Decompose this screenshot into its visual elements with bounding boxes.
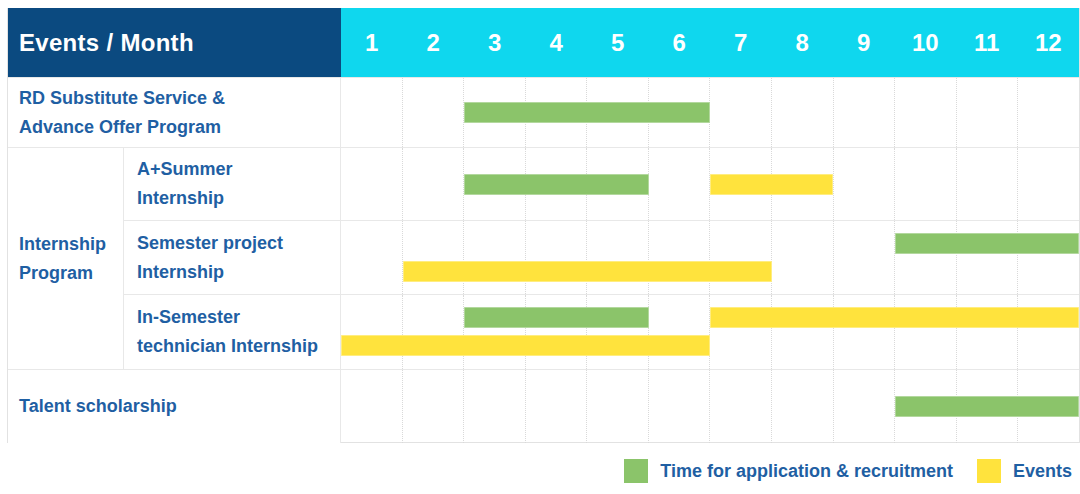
group-label-internship-program: InternshipProgram [8,147,124,369]
application-swatch-icon [624,459,648,483]
row-label-line: technician Internship [137,332,340,361]
month-header-4: 4 [526,8,588,77]
month-gridline [894,148,956,220]
month-gridline [525,221,587,294]
month-header-5: 5 [587,8,649,77]
month-gridline [771,370,833,443]
month-gridline [402,221,464,294]
month-gridline [341,370,402,443]
month-gridline [956,221,1018,294]
events-bar [403,261,772,282]
month-gridline [833,148,895,220]
row-label-line: Talent scholarship [19,392,340,421]
row-label-line: Advance Offer Program [19,113,340,142]
month-header-2: 2 [403,8,465,77]
row-label-talent-scholarship: Talent scholarship [8,369,341,443]
legend-item-application: Time for application & recruitment [624,459,953,483]
month-header-9: 9 [833,8,895,77]
application-bar [895,233,1080,254]
month-gridline [648,370,710,443]
month-gridline [402,78,464,147]
month-gridline [525,370,587,443]
month-header-3: 3 [464,8,526,77]
events-bar [341,335,710,356]
month-gridline [771,221,833,294]
month-gridline [709,78,771,147]
events-bar [710,174,833,195]
month-gridline [894,221,956,294]
month-gridline [833,370,895,443]
row-label-line: A+Summer [137,155,340,184]
month-gridlines [341,78,1079,147]
events-bar [710,307,1079,328]
month-header-1: 1 [341,8,403,77]
corner-header-cell: Events / Month [8,8,341,77]
month-gridline [341,295,402,369]
month-gridline [586,221,648,294]
legend-item-events: Events [977,459,1072,483]
month-gridline [586,370,648,443]
chart-row-a-summer-internship [341,147,1079,220]
application-bar [464,102,710,123]
month-gridline [1017,78,1079,147]
legend-label-events: Events [1013,461,1072,482]
month-gridline [956,148,1018,220]
month-gridline [648,295,710,369]
month-gridline [341,148,402,220]
month-header-7: 7 [710,8,772,77]
application-bar [464,307,649,328]
chart-row-semester-project-internship [341,220,1079,294]
row-label-rd-substitute-service: RD Substitute Service &Advance Offer Pro… [8,77,341,147]
month-gridline [833,78,895,147]
month-gridline [341,78,402,147]
month-gridline [402,295,464,369]
legend-label-application: Time for application & recruitment [660,461,953,482]
row-label-line: Internship [137,184,340,213]
month-gridline [648,148,710,220]
month-gridline [709,221,771,294]
month-header-10: 10 [895,8,957,77]
month-gridlines [341,221,1079,294]
application-bar [895,396,1080,417]
month-gridline [894,78,956,147]
month-gridline [463,370,525,443]
row-label-line: Semester project [137,229,340,258]
row-label-line: Internship [137,258,340,287]
group-label-line: Internship [19,230,123,259]
row-label-in-semester-technician-internship: In-Semestertechnician Internship [124,294,341,369]
group-label-line: Program [19,259,123,288]
month-gridline [341,221,402,294]
month-header-8: 8 [772,8,834,77]
chart-row-in-semester-technician-internship [341,294,1079,369]
gantt-table: Events / Month 123456789101112Internship… [7,8,1080,443]
month-header-12: 12 [1018,8,1080,77]
corner-header-label: Events / Month [19,29,194,57]
row-label-line: In-Semester [137,303,340,332]
month-gridline [402,148,464,220]
month-header-6: 6 [649,8,711,77]
row-label-a-summer-internship: A+SummerInternship [124,147,341,220]
month-gridline [1017,221,1079,294]
month-gridline [833,221,895,294]
row-label-semester-project-internship: Semester projectInternship [124,220,341,294]
events-swatch-icon [977,459,1001,483]
month-gridline [771,78,833,147]
month-gridline [463,221,525,294]
month-gridline [402,370,464,443]
row-label-line: RD Substitute Service & [19,84,340,113]
chart-row-talent-scholarship [341,369,1079,443]
month-gridline [1017,148,1079,220]
legend: Time for application & recruitment Event… [624,459,1072,483]
application-bar [464,174,649,195]
month-gridline [648,221,710,294]
month-gridline [709,370,771,443]
chart-row-rd-substitute-service [341,77,1079,147]
month-header-11: 11 [956,8,1018,77]
month-gridline [956,78,1018,147]
